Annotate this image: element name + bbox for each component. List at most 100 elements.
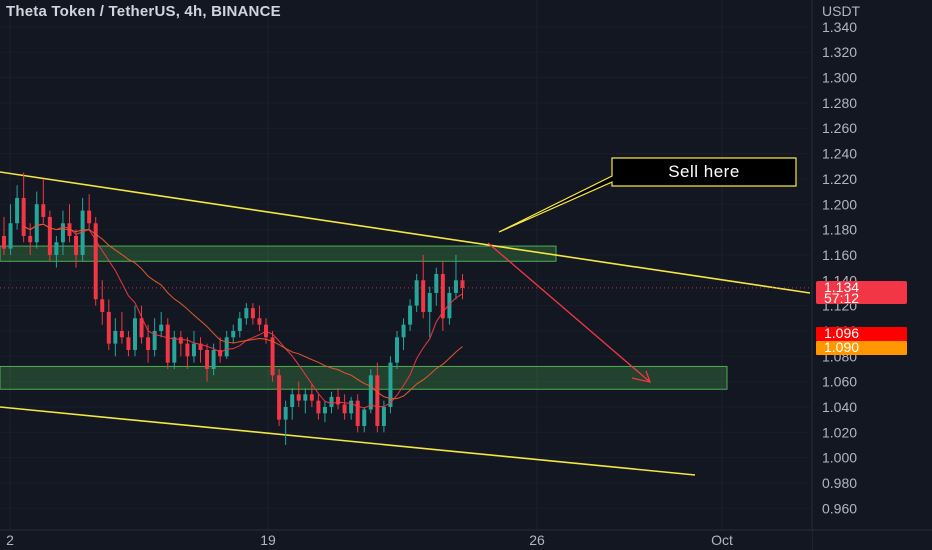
candle-body bbox=[47, 216, 52, 255]
callout-text: Sell here bbox=[668, 162, 740, 181]
price-tick-label: 1.340 bbox=[822, 19, 857, 35]
candle-body bbox=[414, 280, 419, 306]
candle-body bbox=[191, 343, 196, 357]
candle-body bbox=[447, 292, 452, 319]
candle-body bbox=[126, 337, 131, 350]
candle-countdown: 57:12 bbox=[824, 290, 859, 306]
candle-body bbox=[21, 197, 26, 236]
price-tick-label: 1.060 bbox=[822, 374, 857, 390]
price-axis-unit: USDT bbox=[822, 3, 861, 19]
candle-body bbox=[460, 280, 465, 288]
candle-body bbox=[381, 406, 386, 426]
candle-body bbox=[172, 337, 177, 363]
candle-body bbox=[231, 330, 236, 338]
candle-body bbox=[322, 406, 327, 414]
candle-body bbox=[316, 400, 321, 414]
price-tick-label: 1.040 bbox=[822, 399, 857, 415]
candle-body bbox=[211, 349, 216, 369]
candle-body bbox=[401, 324, 406, 338]
candle-body bbox=[119, 330, 124, 338]
projection-arrow-head bbox=[631, 370, 652, 383]
candle-body bbox=[427, 292, 432, 312]
drawings: Sell here bbox=[0, 157, 810, 383]
time-tick-label: 2 bbox=[6, 532, 14, 548]
price-tick-label: 1.200 bbox=[822, 196, 857, 212]
zone-2 bbox=[0, 365, 728, 390]
price-tick-label: 1.260 bbox=[822, 120, 857, 136]
candle-body bbox=[146, 337, 151, 350]
candle-body bbox=[106, 311, 111, 344]
time-axis-background bbox=[0, 530, 812, 550]
candle-body bbox=[2, 235, 6, 249]
ma-slow-tag bbox=[816, 341, 907, 355]
candle-body bbox=[290, 394, 295, 407]
candle-body bbox=[28, 235, 33, 243]
price-axis-background bbox=[812, 0, 932, 550]
projection-arrow-line bbox=[487, 242, 651, 383]
candle-body bbox=[80, 210, 85, 255]
time-tick-label: 26 bbox=[529, 532, 545, 548]
candle-body bbox=[336, 396, 341, 405]
candle-body bbox=[388, 362, 393, 407]
price-tick-label: 1.220 bbox=[822, 171, 857, 187]
candle-body bbox=[303, 394, 308, 401]
candle-body bbox=[74, 235, 79, 255]
candle-body bbox=[152, 330, 157, 350]
candle-body bbox=[329, 396, 334, 407]
upper-trendline bbox=[0, 171, 811, 294]
candle-body bbox=[205, 349, 210, 369]
candle-body bbox=[93, 223, 98, 300]
candle-body bbox=[257, 318, 262, 325]
candle-body bbox=[342, 404, 347, 414]
support-resistance-zones bbox=[0, 245, 728, 390]
candle-body bbox=[8, 223, 13, 249]
last-price-value: 1.134 bbox=[824, 279, 859, 295]
candle-body bbox=[355, 400, 360, 426]
candle-body bbox=[283, 406, 288, 420]
moving-average-1 bbox=[23, 223, 463, 409]
candle-body bbox=[309, 394, 314, 401]
candle-body bbox=[421, 280, 426, 312]
candle-body bbox=[133, 318, 137, 350]
candle-body bbox=[244, 308, 249, 319]
candle-body bbox=[178, 337, 183, 344]
candle-body bbox=[434, 273, 439, 293]
candle-body bbox=[41, 204, 46, 217]
candle-body bbox=[198, 343, 203, 350]
price-tick-label: 1.240 bbox=[822, 146, 857, 162]
time-tick-label: 19 bbox=[260, 532, 276, 548]
chart-title: Theta Token / TetherUS, 4h, BINANCE bbox=[6, 3, 281, 20]
candle-body bbox=[34, 204, 39, 243]
candle-body bbox=[54, 242, 59, 255]
time-tick-label: Oct bbox=[711, 532, 733, 548]
last-price-tag bbox=[816, 281, 907, 304]
price-tick-label: 1.020 bbox=[822, 424, 857, 440]
zone-1 bbox=[0, 245, 557, 262]
ma-fast-tag bbox=[816, 327, 907, 341]
candle-body bbox=[408, 305, 413, 325]
price-tick-label: 1.320 bbox=[822, 44, 857, 60]
candle-body bbox=[296, 394, 301, 401]
price-tick-label: 1.000 bbox=[822, 450, 857, 466]
candle-body bbox=[375, 375, 380, 426]
candle-body bbox=[277, 375, 282, 420]
candle-body bbox=[270, 337, 275, 376]
ma-slow-value: 1.090 bbox=[824, 339, 859, 355]
time-axis[interactable]: 2 19 26 Oct bbox=[0, 529, 932, 550]
candle-body bbox=[15, 197, 20, 224]
candle-body bbox=[159, 324, 164, 331]
candle-body bbox=[185, 343, 190, 357]
candle-body bbox=[113, 330, 118, 344]
candle-body bbox=[165, 324, 170, 363]
candle-body bbox=[362, 409, 367, 426]
candle-body bbox=[224, 337, 229, 357]
candle-body bbox=[250, 308, 255, 319]
price-tick-label: 1.180 bbox=[822, 222, 857, 238]
lower-trendline bbox=[0, 406, 696, 476]
candle-body bbox=[440, 273, 445, 319]
moving-averages bbox=[23, 223, 463, 409]
